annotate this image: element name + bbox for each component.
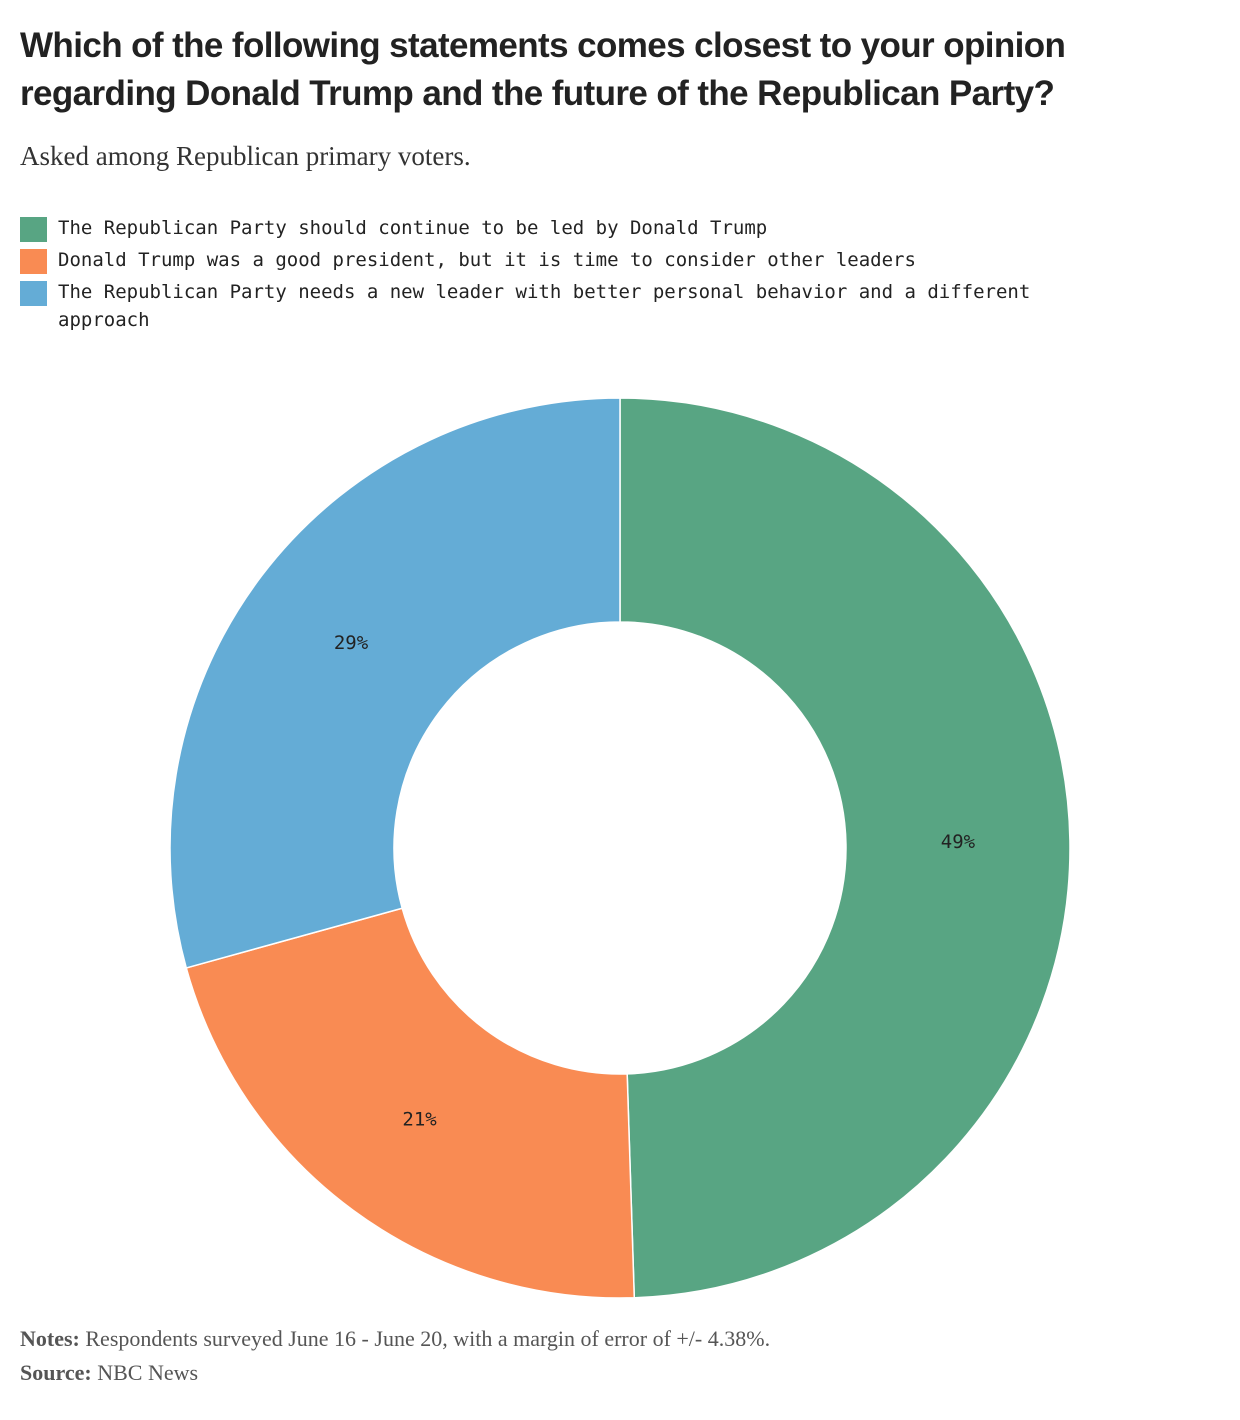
legend-label: Donald Trump was a good president, but i…: [58, 249, 916, 271]
slice-label-new-leader: 29%: [334, 632, 369, 654]
legend: The Republican Party should continue to …: [20, 214, 1120, 338]
slice-label-continue-trump: 49%: [941, 831, 976, 853]
legend-label: The Republican Party should continue to …: [58, 217, 768, 239]
legend-label: The Republican Party needs a new leader …: [58, 281, 1031, 331]
source-label: Source:: [20, 1360, 92, 1385]
source-line: Source: NBC News: [20, 1356, 770, 1390]
legend-swatch-blue: [20, 281, 47, 306]
legend-item-continue-trump: The Republican Party should continue to …: [20, 214, 1120, 242]
footer: Notes: Respondents surveyed June 16 - Ju…: [20, 1322, 770, 1390]
chart-title: Which of the following statements comes …: [20, 26, 1066, 113]
slice-consider-other-leaders: [185, 907, 636, 1299]
legend-item-new-leader: The Republican Party needs a new leader …: [20, 278, 1120, 334]
chart-subtitle: Asked among Republican primary voters.: [20, 141, 471, 171]
slice-continue-trump: [619, 397, 1071, 1299]
notes-line: Notes: Respondents surveyed June 16 - Ju…: [20, 1322, 770, 1356]
notes-label: Notes:: [20, 1326, 80, 1351]
slice-new-leader: [169, 397, 621, 969]
legend-swatch-green: [20, 217, 47, 242]
source-text: NBC News: [97, 1360, 199, 1385]
legend-swatch-orange: [20, 249, 47, 274]
slice-label-consider-other-leaders: 21%: [402, 1109, 437, 1131]
donut-chart: 49% 21% 29%: [169, 397, 1071, 1299]
legend-item-consider-other-leaders: Donald Trump was a good president, but i…: [20, 246, 1120, 274]
notes-text: Respondents surveyed June 16 - June 20, …: [85, 1326, 771, 1351]
